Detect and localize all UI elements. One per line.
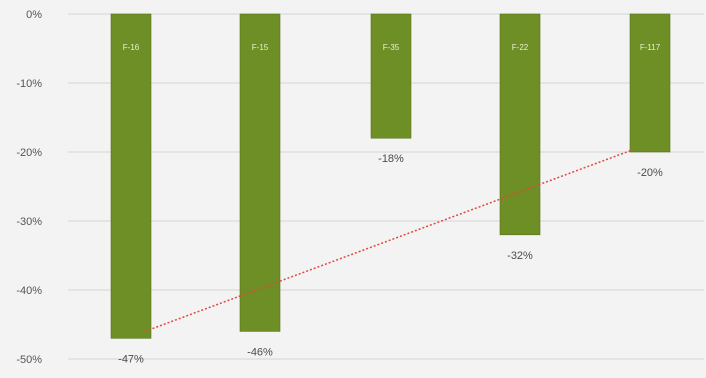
category-label: F-22: [512, 43, 529, 52]
bar: [499, 13, 541, 236]
category-label: F-35: [383, 43, 400, 52]
bar: [370, 13, 412, 139]
y-tick-label: -10%: [16, 78, 42, 90]
y-tick-label: -20%: [16, 147, 42, 159]
data-label: -47%: [118, 353, 144, 365]
trendline: [144, 147, 637, 333]
y-tick-label: -50%: [16, 354, 42, 366]
category-label: F-16: [123, 43, 140, 52]
y-tick-label: 0%: [26, 9, 42, 21]
y-tick-label: -30%: [16, 216, 42, 228]
data-label: -32%: [507, 250, 533, 262]
category-label: F-15: [252, 43, 269, 52]
bar: [239, 13, 281, 332]
data-label: -46%: [247, 346, 273, 358]
category-label: F-117: [640, 43, 661, 52]
data-label: -18%: [378, 153, 404, 165]
bar: [629, 13, 671, 153]
data-label: -20%: [637, 167, 663, 179]
bar: [110, 13, 152, 339]
y-tick-label: -40%: [16, 285, 42, 297]
